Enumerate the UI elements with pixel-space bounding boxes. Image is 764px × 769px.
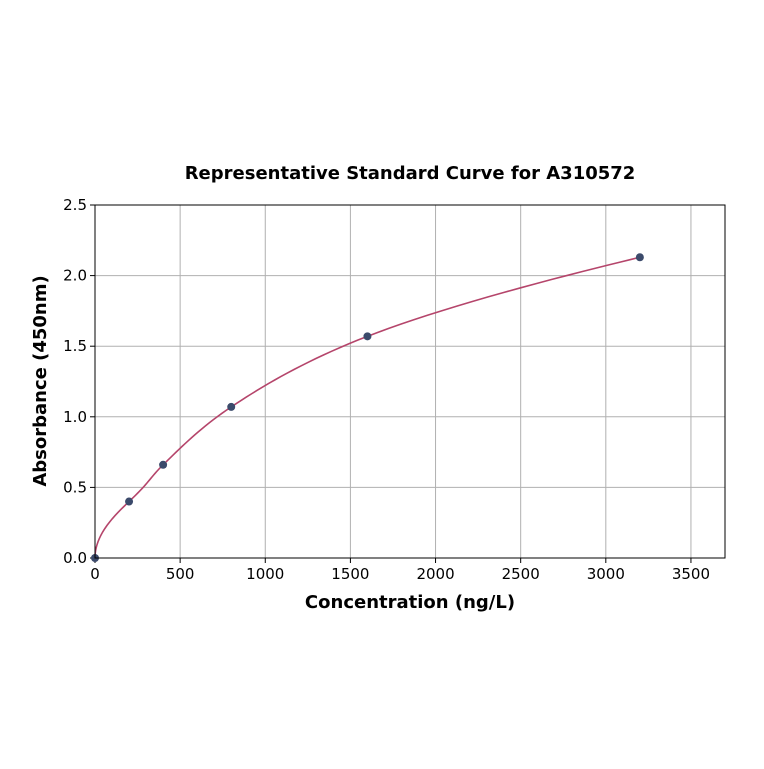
chart-title: Representative Standard Curve for A31057… [185, 163, 636, 184]
y-tick-label: 0.5 [63, 478, 87, 496]
x-tick-label: 0 [90, 565, 100, 583]
x-tick-label: 1000 [246, 565, 284, 583]
data-point [363, 332, 372, 341]
x-axis-label: Concentration (ng/L) [305, 592, 515, 613]
y-tick-label: 2.5 [63, 196, 87, 214]
y-axis-label: Absorbance (450nm) [30, 275, 51, 486]
x-tick-label: 3500 [672, 565, 710, 583]
x-tick-label: 2000 [416, 565, 454, 583]
x-tick-label: 3000 [587, 565, 625, 583]
data-point [125, 497, 134, 506]
x-tick-label: 2500 [502, 565, 540, 583]
data-point [635, 253, 644, 262]
fit-curve [94, 256, 641, 559]
data-point [159, 460, 168, 469]
y-tick-label: 0.0 [63, 549, 87, 567]
y-tick-label: 1.0 [63, 408, 87, 426]
x-tick-label: 1500 [331, 565, 369, 583]
plot-frame [94, 204, 726, 559]
data-point [227, 402, 236, 411]
y-tick-label: 1.5 [63, 337, 87, 355]
y-tick-label: 2.0 [63, 267, 87, 285]
x-tick-label: 500 [166, 565, 195, 583]
